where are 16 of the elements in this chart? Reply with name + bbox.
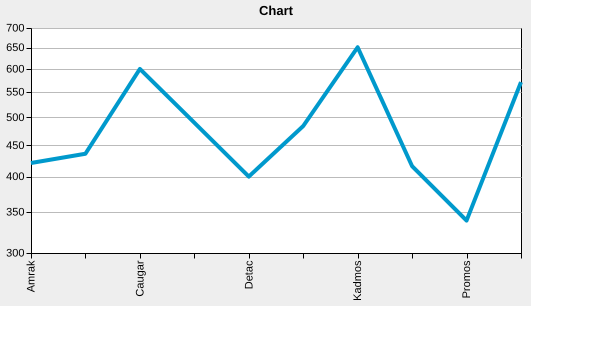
y-tick-label: 400	[6, 171, 24, 184]
y-tick-label: 700	[6, 22, 24, 34]
x-tick-label: Detac	[243, 260, 256, 290]
chart-title: Chart	[259, 3, 294, 18]
x-tick-label: Amrak	[26, 260, 38, 292]
y-tick-label: 650	[6, 42, 24, 54]
y-tick-label: 450	[6, 140, 24, 152]
y-tick-label: 550	[6, 86, 24, 99]
x-tick-label: Promos	[461, 260, 474, 298]
x-tick-label: Kadmos	[352, 260, 364, 301]
y-tick-label: 300	[6, 248, 24, 260]
y-tick-label: 350	[6, 206, 24, 219]
y-tick-label: 600	[6, 63, 24, 76]
x-tick-label: Caugar	[134, 260, 146, 297]
line-series	[29, 45, 523, 223]
y-tick-label: 500	[6, 112, 24, 124]
